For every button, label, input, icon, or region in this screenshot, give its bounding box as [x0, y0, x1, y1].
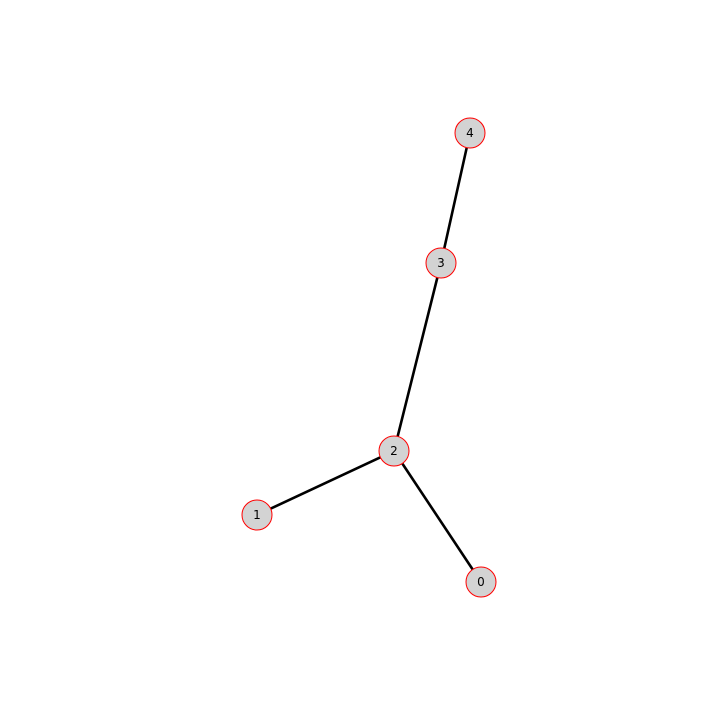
node-1: 1: [241, 499, 273, 531]
node-2: 2: [378, 435, 410, 467]
node-circle: [454, 117, 486, 149]
node-circle: [425, 247, 457, 279]
node-label: 1: [253, 508, 261, 522]
nodes-layer: 0 1 2 3 4: [241, 117, 497, 598]
node-0: 0: [465, 566, 497, 598]
node-label: 2: [390, 444, 398, 458]
node-circle: [465, 566, 497, 598]
node-circle: [378, 435, 410, 467]
edge-2-3: [392, 261, 443, 453]
node-label: 0: [477, 575, 485, 589]
node-3: 3: [425, 247, 457, 279]
edge-2-1: [255, 449, 396, 517]
edge-3-4: [439, 131, 472, 265]
node-4: 4: [454, 117, 486, 149]
edge-2-0: [392, 449, 483, 584]
edges-layer: [255, 131, 483, 584]
node-label: 4: [466, 126, 474, 140]
node-label: 3: [437, 256, 445, 270]
node-circle: [241, 499, 273, 531]
